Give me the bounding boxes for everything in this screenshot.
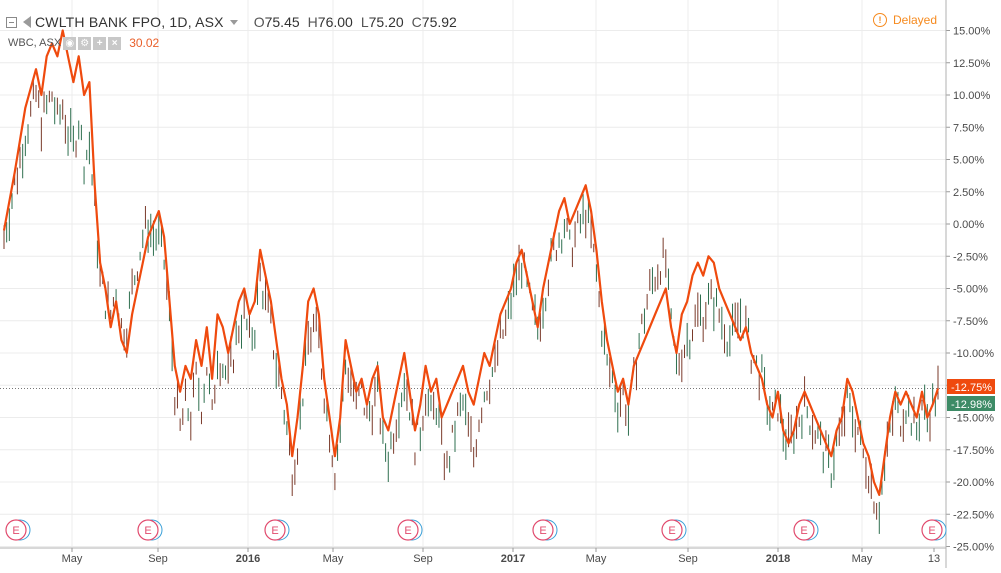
chevron-down-icon[interactable] bbox=[229, 19, 238, 25]
earnings-label: E bbox=[271, 525, 278, 537]
last-value-text: -12.98% bbox=[951, 399, 992, 411]
earnings-label: E bbox=[144, 525, 151, 537]
earnings-circle bbox=[137, 519, 159, 541]
y-tick-label: -5.00% bbox=[953, 284, 988, 296]
y-tick-label: -25.00% bbox=[953, 542, 994, 554]
earnings-circle bbox=[264, 519, 286, 541]
ohlc-close: C75.92 bbox=[411, 14, 457, 30]
earnings-label: E bbox=[800, 525, 807, 537]
earnings-marker[interactable]: E bbox=[137, 519, 163, 541]
x-tick-label: 2017 bbox=[501, 553, 525, 565]
earnings-label: E bbox=[404, 525, 411, 537]
compare-legend: WBC, ASX ◉ ⚙ + × 30.02 bbox=[8, 34, 159, 52]
earnings-circle bbox=[5, 519, 27, 541]
delayed-status[interactable]: ! Delayed bbox=[873, 11, 937, 29]
series-cba-line[interactable] bbox=[2, 29, 940, 496]
last-value-badge bbox=[947, 396, 995, 411]
earnings-circle bbox=[921, 519, 943, 541]
earnings-circle bbox=[532, 519, 554, 541]
x-tick-label: 2016 bbox=[236, 553, 260, 565]
earnings-circle bbox=[661, 519, 683, 541]
triangle-left-icon[interactable] bbox=[23, 16, 31, 28]
x-tick-label: Sep bbox=[148, 553, 168, 565]
earnings-marker[interactable]: E bbox=[661, 519, 687, 541]
earnings-label: E bbox=[668, 525, 675, 537]
y-tick-label: -7.50% bbox=[953, 316, 988, 328]
x-tick-label: 2018 bbox=[766, 553, 790, 565]
settings-icon[interactable]: ⚙ bbox=[78, 36, 92, 50]
compare-value: 30.02 bbox=[129, 36, 160, 50]
y-tick-label: 2.50% bbox=[953, 187, 984, 199]
y-tick-label: 5.00% bbox=[953, 155, 984, 167]
earnings-label: E bbox=[539, 525, 546, 537]
y-tick-label: 10.00% bbox=[953, 90, 991, 102]
close-icon[interactable]: × bbox=[108, 36, 122, 50]
y-tick-label: 15.00% bbox=[953, 26, 991, 38]
y-tick-label: -15.00% bbox=[953, 413, 994, 425]
last-value-text: -12.75% bbox=[951, 382, 992, 394]
x-tick-label: May bbox=[323, 553, 344, 565]
y-tick-label: -20.00% bbox=[953, 477, 994, 489]
symbol-title[interactable]: CWLTH BANK FPO, 1D, ASX bbox=[35, 14, 224, 30]
exclamation-icon: ! bbox=[873, 13, 887, 27]
x-tick-label: May bbox=[852, 553, 873, 565]
series-wbc bbox=[3, 78, 939, 534]
x-tick-label: 13 bbox=[928, 553, 940, 565]
earnings-marker[interactable]: E bbox=[532, 519, 558, 541]
earnings-marker[interactable]: E bbox=[397, 519, 423, 541]
y-tick-label: -2.50% bbox=[953, 251, 988, 263]
x-tick-label: Sep bbox=[413, 553, 433, 565]
x-tick-label: Sep bbox=[678, 553, 698, 565]
x-tick-label: May bbox=[62, 553, 83, 565]
y-tick-label: -17.50% bbox=[953, 445, 994, 457]
earnings-marker[interactable]: E bbox=[264, 519, 290, 541]
earnings-circle bbox=[397, 519, 419, 541]
collapse-icon[interactable] bbox=[6, 16, 17, 28]
compare-symbol[interactable]: WBC, ASX bbox=[8, 37, 62, 49]
earnings-marker[interactable]: E bbox=[793, 519, 819, 541]
y-tick-label: 0.00% bbox=[953, 219, 984, 231]
add-icon[interactable]: + bbox=[93, 36, 107, 50]
delayed-label: Delayed bbox=[893, 13, 938, 27]
ohlc-high: H76.00 bbox=[307, 14, 353, 30]
ohlc-low: L75.20 bbox=[360, 14, 404, 30]
y-tick-label: 7.50% bbox=[953, 122, 984, 134]
earnings-label: E bbox=[928, 525, 935, 537]
x-tick-label: May bbox=[586, 553, 607, 565]
y-tick-label: -22.50% bbox=[953, 509, 994, 521]
earnings-circle bbox=[793, 519, 815, 541]
earnings-label: E bbox=[12, 525, 19, 537]
y-tick-label: 12.50% bbox=[953, 58, 991, 70]
earnings-marker[interactable]: E bbox=[5, 519, 31, 541]
eye-icon[interactable]: ◉ bbox=[63, 36, 77, 50]
chart-header: CWLTH BANK FPO, 1D, ASX O75.45 H76.00 L7… bbox=[6, 11, 465, 33]
last-value-badge bbox=[947, 379, 995, 394]
y-tick-label: -10.00% bbox=[953, 348, 994, 360]
earnings-marker[interactable]: E bbox=[921, 519, 947, 541]
ohlc-open: O75.45 bbox=[253, 14, 300, 30]
